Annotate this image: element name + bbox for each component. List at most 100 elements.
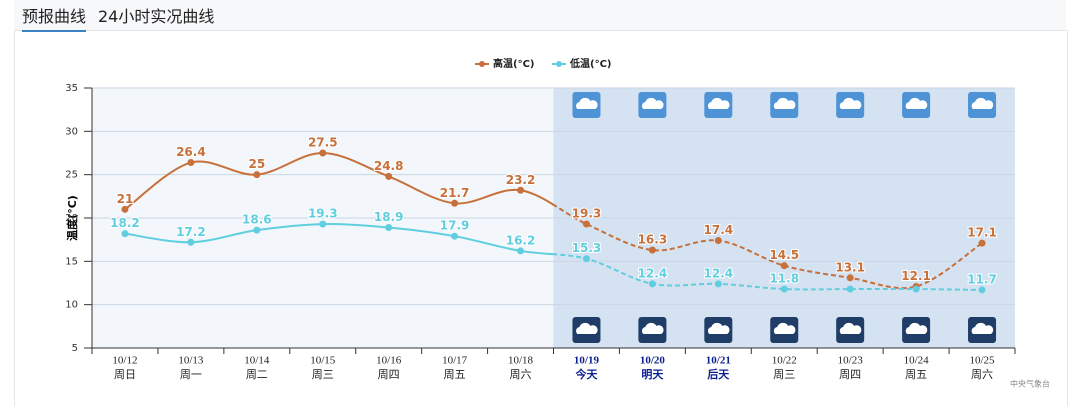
weather-icon [902,317,931,343]
data-label: 15.3 [572,241,602,255]
icon-cloud [641,97,664,109]
x-tick-label: 10/12 [112,355,137,367]
y-tick-label: 5 [72,343,78,354]
x-tick-label: 10/24 [904,355,930,367]
point [121,205,129,213]
point [187,238,195,246]
point [846,285,854,293]
icon-cloud [707,97,730,109]
data-label: 17.2 [176,225,206,239]
tab-bar: 预报曲线 24小时实况曲线 [14,0,1066,32]
x-tick-weekday: 周四 [839,368,861,381]
x-tick-weekday: 周六 [971,368,993,381]
icon-cloud [641,322,664,334]
point [451,199,459,207]
data-label: 21 [117,192,134,206]
point [385,224,393,232]
x-tick-label: 10/15 [310,355,336,367]
x-tick-weekday: 后天 [707,367,730,381]
point [846,274,854,282]
x-tick-label: 10/19 [574,355,600,367]
icon-cloud [707,322,730,334]
data-label: 12.4 [704,266,734,280]
x-tick-label: 10/25 [970,355,996,367]
data-label: 24.8 [374,159,404,173]
card [14,30,1068,406]
legend-marker [556,61,562,67]
data-label: 19.3 [308,207,338,221]
point [319,149,327,157]
legend-marker [479,61,485,67]
icon-cloud [839,97,862,109]
line [124,223,553,256]
x-tick-weekday: 周日 [114,368,136,381]
x-tick-weekday: 周一 [180,368,202,381]
y-tick-label: 35 [65,83,78,94]
data-label: 18.9 [374,210,404,224]
data-label: 16.2 [506,233,536,247]
point [714,280,722,288]
data-label: 13.1 [835,260,865,274]
x-tick-weekday: 周二 [246,368,268,381]
x-tick-weekday: 周三 [773,368,795,381]
weather-icon [770,92,799,118]
line-forecast-dash [553,203,983,290]
icon-cloud [905,322,928,334]
data-label: 21.7 [440,186,470,200]
data-label: 12.4 [638,266,668,280]
point [121,230,129,238]
x-tick-label: 10/17 [442,355,468,367]
point [648,280,656,288]
icon-cloud [971,322,994,334]
point [978,286,986,294]
x-tick-label: 10/23 [838,355,864,367]
weather-icon [638,317,667,343]
source: 中央气象台 [1010,379,1050,389]
data-label: 23.2 [506,173,536,187]
x-tick-label: 10/18 [508,355,534,367]
legend-label: 低温(°C) [569,57,611,70]
point [253,226,261,234]
point [517,247,525,255]
data-label: 18.6 [242,213,272,227]
x-tick-weekday: 明天 [641,368,664,381]
point [187,159,195,167]
icon-cloud [839,322,862,334]
y-tick-label: 15 [65,256,78,267]
x-tick-label: 10/21 [706,355,731,367]
x-tick-weekday: 周六 [510,368,532,381]
y-tick-label: 25 [65,170,78,181]
point [978,239,986,247]
icon-cloud [905,97,928,109]
tab[interactable]: 预报曲线 [22,3,87,32]
data-label: 14.5 [769,248,799,262]
data-label: 11.7 [967,272,997,286]
weather-icon [902,92,931,118]
icon-cloud [773,322,796,334]
point [912,285,920,293]
x-tick-weekday: 周五 [905,368,927,381]
data-label: 11.8 [769,272,799,286]
weather-icon [968,317,997,343]
x-tick-weekday: 今天 [574,367,598,381]
data-label: 17.9 [440,219,470,233]
weather-icon [968,92,997,118]
point [253,171,261,179]
tab[interactable]: 24小时实况曲线 [98,7,215,26]
point [385,172,393,180]
data-label: 25 [248,157,265,171]
weather-icon [836,92,865,118]
x-tick-weekday: 周三 [312,368,334,381]
weather-icon [836,317,865,343]
data-label: 19.3 [572,207,602,221]
x-tick-label: 10/22 [772,355,797,367]
data-label: 12.1 [901,269,931,283]
point [451,232,459,240]
y-tick-label: 10 [65,300,78,311]
y-axis-label: 温度(°C) [65,195,79,241]
x-tick-label: 10/16 [376,355,402,367]
icon-cloud [971,97,994,109]
weather-icon [704,92,733,118]
icon-cloud [773,97,796,109]
